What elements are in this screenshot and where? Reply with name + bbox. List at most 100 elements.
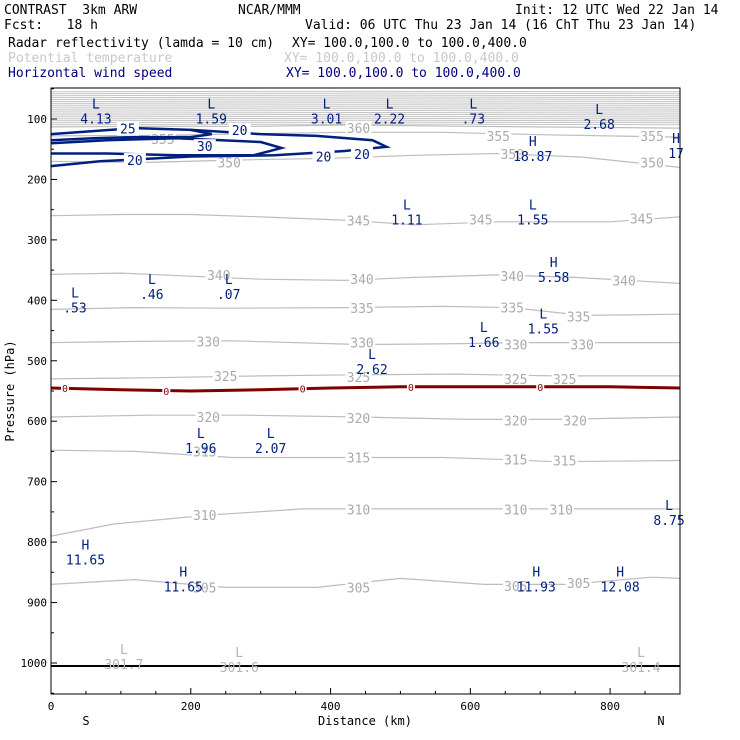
- legend-wind-xy: XY= 100.0,100.0 to 100.0,400.0: [286, 66, 521, 81]
- legend-theta-name: Potential temperature: [8, 51, 173, 66]
- extremum-kind: L: [469, 98, 477, 113]
- header-forecast: Fcst: 18 h: [4, 18, 98, 33]
- extremum-kind: H: [529, 135, 537, 150]
- theta-label: 320: [563, 415, 586, 430]
- theta-contour-330: [50, 340, 680, 346]
- x-tick-label: 800: [600, 700, 620, 713]
- theta-label: 320: [197, 411, 220, 426]
- theta-label-bg: [216, 155, 243, 169]
- theta-hatch-line: [50, 119, 681, 122]
- wind-contour-25: [50, 126, 212, 142]
- extremum-value: 1.59: [196, 113, 227, 128]
- theta-label: 355: [487, 130, 510, 145]
- wind-label-bg: [351, 147, 374, 162]
- x-tick-label: 400: [321, 700, 341, 713]
- extremum-kind: L: [595, 103, 603, 118]
- theta-label-bg: [345, 411, 372, 425]
- reflectivity-marker: 0: [537, 383, 543, 394]
- reflectivity-marker: 0: [300, 385, 306, 396]
- theta-label: 325: [504, 373, 527, 388]
- theta-label: 315: [347, 451, 370, 466]
- y-tick-label: 400: [27, 294, 47, 307]
- reflectivity-marker-bg: [406, 381, 415, 392]
- theta-label: 340: [501, 270, 524, 285]
- theta-hatch-line: [50, 94, 681, 97]
- theta-label-bg: [345, 213, 372, 227]
- y-tick-label: 800: [27, 536, 47, 549]
- theta-label-bg: [345, 502, 372, 516]
- theta-label-bg: [349, 272, 376, 286]
- reflectivity-marker-bg: [60, 382, 69, 393]
- extremum-kind: L: [529, 199, 537, 214]
- extremum-kind: L: [148, 273, 156, 288]
- theta-label: 335: [567, 311, 590, 326]
- extremum-kind: L: [665, 499, 673, 514]
- extremum-value: 301.6: [220, 661, 259, 676]
- axes: 0 200 400 600 800100200300400500600700800900…: [21, 88, 681, 713]
- extremum-value: 1.96: [185, 442, 216, 457]
- extremum-kind: H: [532, 566, 540, 581]
- extremum-value: .07: [217, 288, 240, 303]
- theta-label: 360: [347, 122, 370, 137]
- reflectivity-marker-bg: [298, 383, 307, 394]
- theta-label-bg: [499, 300, 526, 314]
- theta-label: 315: [193, 445, 216, 460]
- extremum-value: 8.75: [653, 514, 684, 529]
- y-tick-label: 200: [27, 173, 47, 186]
- header-valid: Valid: 06 UTC Thu 23 Jan 14 (16 ChT Thu …: [305, 18, 697, 33]
- reflectivity-marker: 0: [62, 384, 68, 395]
- theta-label: 305: [347, 581, 370, 596]
- theta-label-bg: [195, 334, 222, 348]
- theta-label: 320: [347, 412, 370, 427]
- theta-hatch-line: [50, 104, 681, 106]
- extremum-kind: L: [637, 646, 645, 661]
- extremum-kind: L: [197, 427, 205, 442]
- wind-label: 20: [127, 154, 143, 169]
- theta-label-bg: [467, 212, 494, 226]
- theta-label: 345: [469, 213, 492, 228]
- theta-hatch-line: [50, 113, 681, 116]
- header-init: Init: 12 UTC Wed 22 Jan 14: [515, 3, 719, 18]
- legend-wind-name: Horizontal wind speed: [8, 66, 173, 81]
- extremum-value: 301.7: [104, 658, 143, 673]
- extremum-kind: L: [267, 427, 275, 442]
- extremum-value: .46: [140, 288, 163, 303]
- wind-contours: 25 20 30 20 20 20: [50, 121, 392, 169]
- theta-label: 350: [501, 148, 524, 163]
- y-tick-label: 100: [27, 113, 47, 126]
- x-tick-label: 200: [181, 700, 201, 713]
- header-title: CONTRAST 3km ARW: [4, 3, 138, 18]
- theta-hatch-line: [50, 102, 681, 104]
- theta-label-bg: [195, 409, 222, 423]
- wind-label: 20: [354, 148, 370, 163]
- extremum-value: .73: [462, 113, 485, 128]
- extremum-value: 5.58: [538, 271, 569, 286]
- theta-label-bg: [502, 579, 529, 593]
- extremum-value: 301.4: [622, 661, 661, 676]
- theta-label-bg: [349, 335, 376, 349]
- theta-hatch-line: [50, 109, 681, 112]
- theta-label: 315: [553, 455, 576, 470]
- theta-label-bg: [345, 121, 372, 135]
- extremum-value: 2.22: [374, 113, 405, 128]
- theta-label: 340: [612, 274, 635, 289]
- x-tick-label: 0: [48, 700, 55, 713]
- theta-label-bg: [345, 580, 372, 594]
- theta-label-bg: [551, 371, 578, 385]
- theta-label: 305: [567, 577, 590, 592]
- theta-label: 335: [350, 302, 373, 317]
- wind-label-bg: [312, 149, 335, 164]
- theta-label: 305: [504, 580, 527, 595]
- extremum-kind: H: [616, 566, 624, 581]
- reflectivity-marker-bg: [162, 386, 171, 396]
- theta-label: 330: [350, 337, 373, 352]
- theta-label: 310: [193, 509, 216, 524]
- extremum-value: 2.07: [255, 442, 286, 457]
- theta-label: 330: [504, 338, 527, 353]
- theta-label-bg: [611, 273, 638, 287]
- theta-label: 350: [640, 157, 663, 172]
- wind-label-bg: [228, 122, 251, 137]
- theta-label: 305: [193, 581, 216, 596]
- x-tick-label: 600: [460, 700, 480, 713]
- theta-label-bg: [485, 128, 512, 142]
